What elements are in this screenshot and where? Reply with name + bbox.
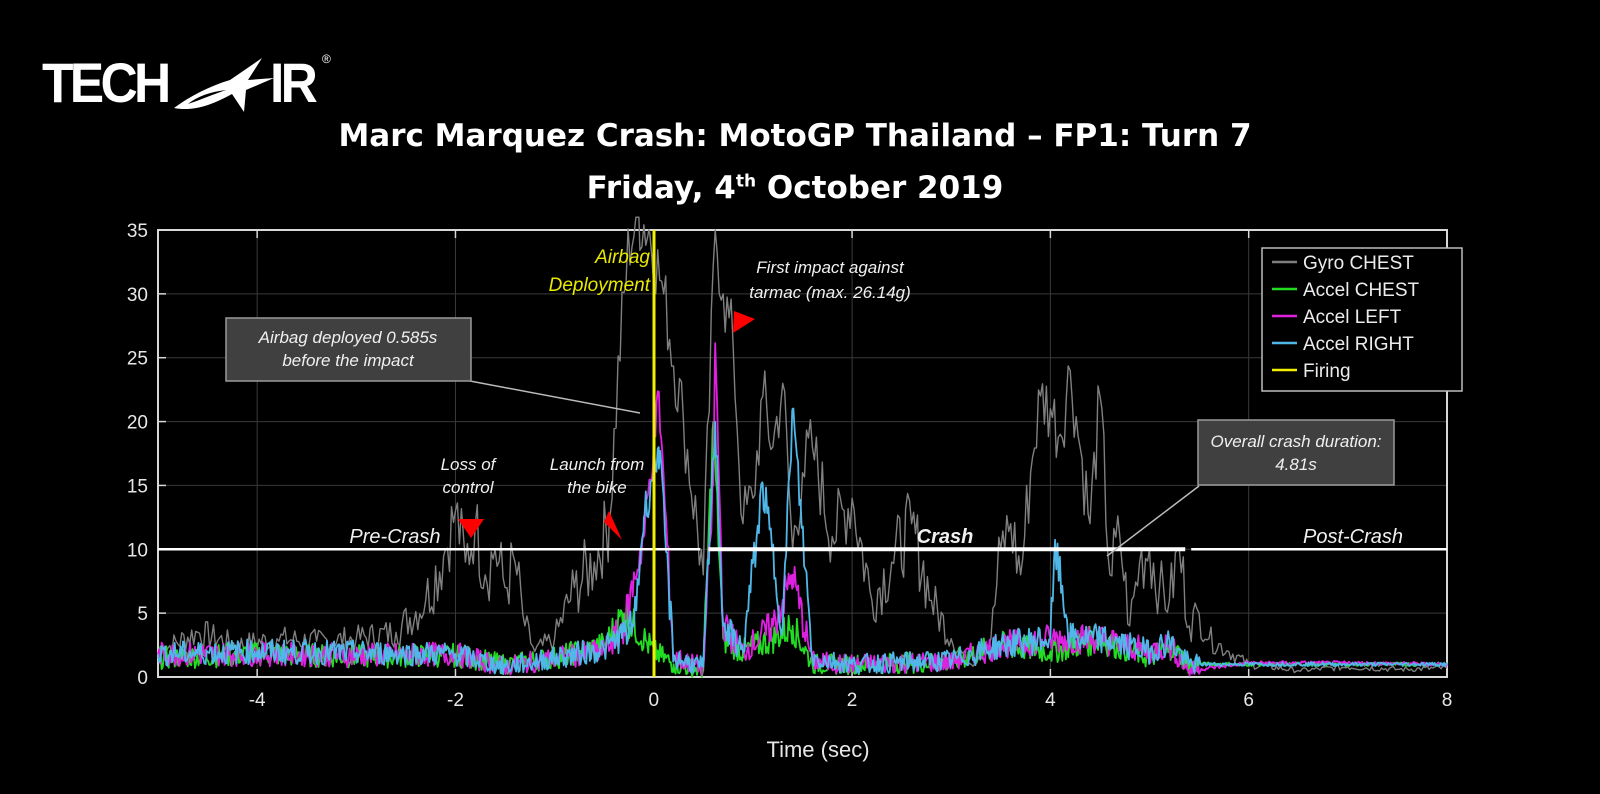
y-tick-label: 15 [127, 476, 148, 497]
airbag-deployment-label-2: Deployment [549, 275, 651, 296]
gyro-chest-line [157, 216, 1448, 674]
launch-label-2: the bike [567, 478, 627, 497]
axis-ticks: -4 -2 0 2 4 6 8 0 5 10 15 20 25 30 35 [127, 221, 1452, 711]
legend-item-label: Accel RIGHT [1303, 334, 1414, 355]
first-impact-label-2: tarmac (max. 26.14g) [749, 283, 911, 302]
data-series [157, 216, 1448, 678]
y-tick-label: 10 [127, 540, 148, 561]
x-tick-label: 4 [1045, 690, 1056, 711]
duration-callout-line [1106, 485, 1200, 557]
launch-label-1: Launch from [550, 455, 645, 474]
airbag-deployment-label: Airbag [594, 247, 650, 268]
accel-left-line [157, 342, 1448, 677]
deployed-callout-box [225, 317, 472, 382]
duration-callout-text-1: Overall crash duration: [1210, 432, 1381, 451]
first-impact-marker-icon [733, 311, 755, 333]
chart-title: Marc Marquez Crash: MotoGP Thailand – FP… [338, 118, 1252, 154]
y-tick-label: 30 [127, 285, 148, 306]
post-crash-label: Post-Crash [1303, 526, 1403, 548]
launch-marker-icon [604, 511, 622, 540]
y-tick-label: 20 [127, 413, 148, 434]
legend-item-label: Accel CHEST [1303, 280, 1420, 301]
alpinestars-star-icon [174, 58, 274, 112]
deployed-callout-text-1: Airbag deployed 0.585s [258, 328, 438, 347]
accel-right-line [157, 407, 1448, 675]
x-axis-label: Time (sec) [766, 737, 869, 762]
y-tick-label: 0 [137, 668, 148, 689]
crash-label: Crash [917, 526, 974, 548]
y-tick-label: 25 [127, 349, 148, 370]
callout-line [469, 380, 641, 414]
registered-mark: ® [322, 52, 331, 66]
chart-subtitle: Friday, 4th October 2019 [586, 170, 1004, 206]
duration-callout-text-2: 4.81s [1275, 455, 1317, 474]
duration-callout-box [1197, 419, 1395, 486]
legend-box [1261, 247, 1463, 392]
legend-item-label: Gyro CHEST [1303, 253, 1414, 274]
y-tick-label: 35 [127, 221, 148, 242]
x-tick-label: -2 [447, 690, 464, 711]
loss-of-control-label-2: control [442, 478, 494, 497]
legend-item-label: Accel LEFT [1303, 307, 1402, 328]
x-tick-label: 2 [847, 690, 858, 711]
plot-frame [157, 229, 1448, 678]
x-tick-label: 8 [1442, 690, 1453, 711]
loss-of-control-label-1: Loss of [441, 455, 498, 474]
deployed-callout-text-2: before the impact [282, 351, 415, 370]
logo-text-ir: IR [270, 51, 318, 114]
first-impact-label-1: First impact against [756, 258, 905, 277]
legend: Gyro CHEST Accel CHEST Accel LEFT Accel RIG… [1261, 247, 1463, 392]
logo-text-tech: TECH [42, 51, 171, 114]
pre-crash-label: Pre-Crash [349, 526, 440, 548]
x-tick-label: 0 [648, 690, 659, 711]
x-tick-label: -4 [249, 690, 266, 711]
loss-of-control-marker-icon [458, 519, 484, 538]
legend-item-label: Firing [1303, 361, 1351, 382]
y-tick-label: 5 [137, 604, 148, 625]
tech-air-logo: TECH IR ® [42, 52, 332, 114]
x-tick-label: 6 [1243, 690, 1254, 711]
